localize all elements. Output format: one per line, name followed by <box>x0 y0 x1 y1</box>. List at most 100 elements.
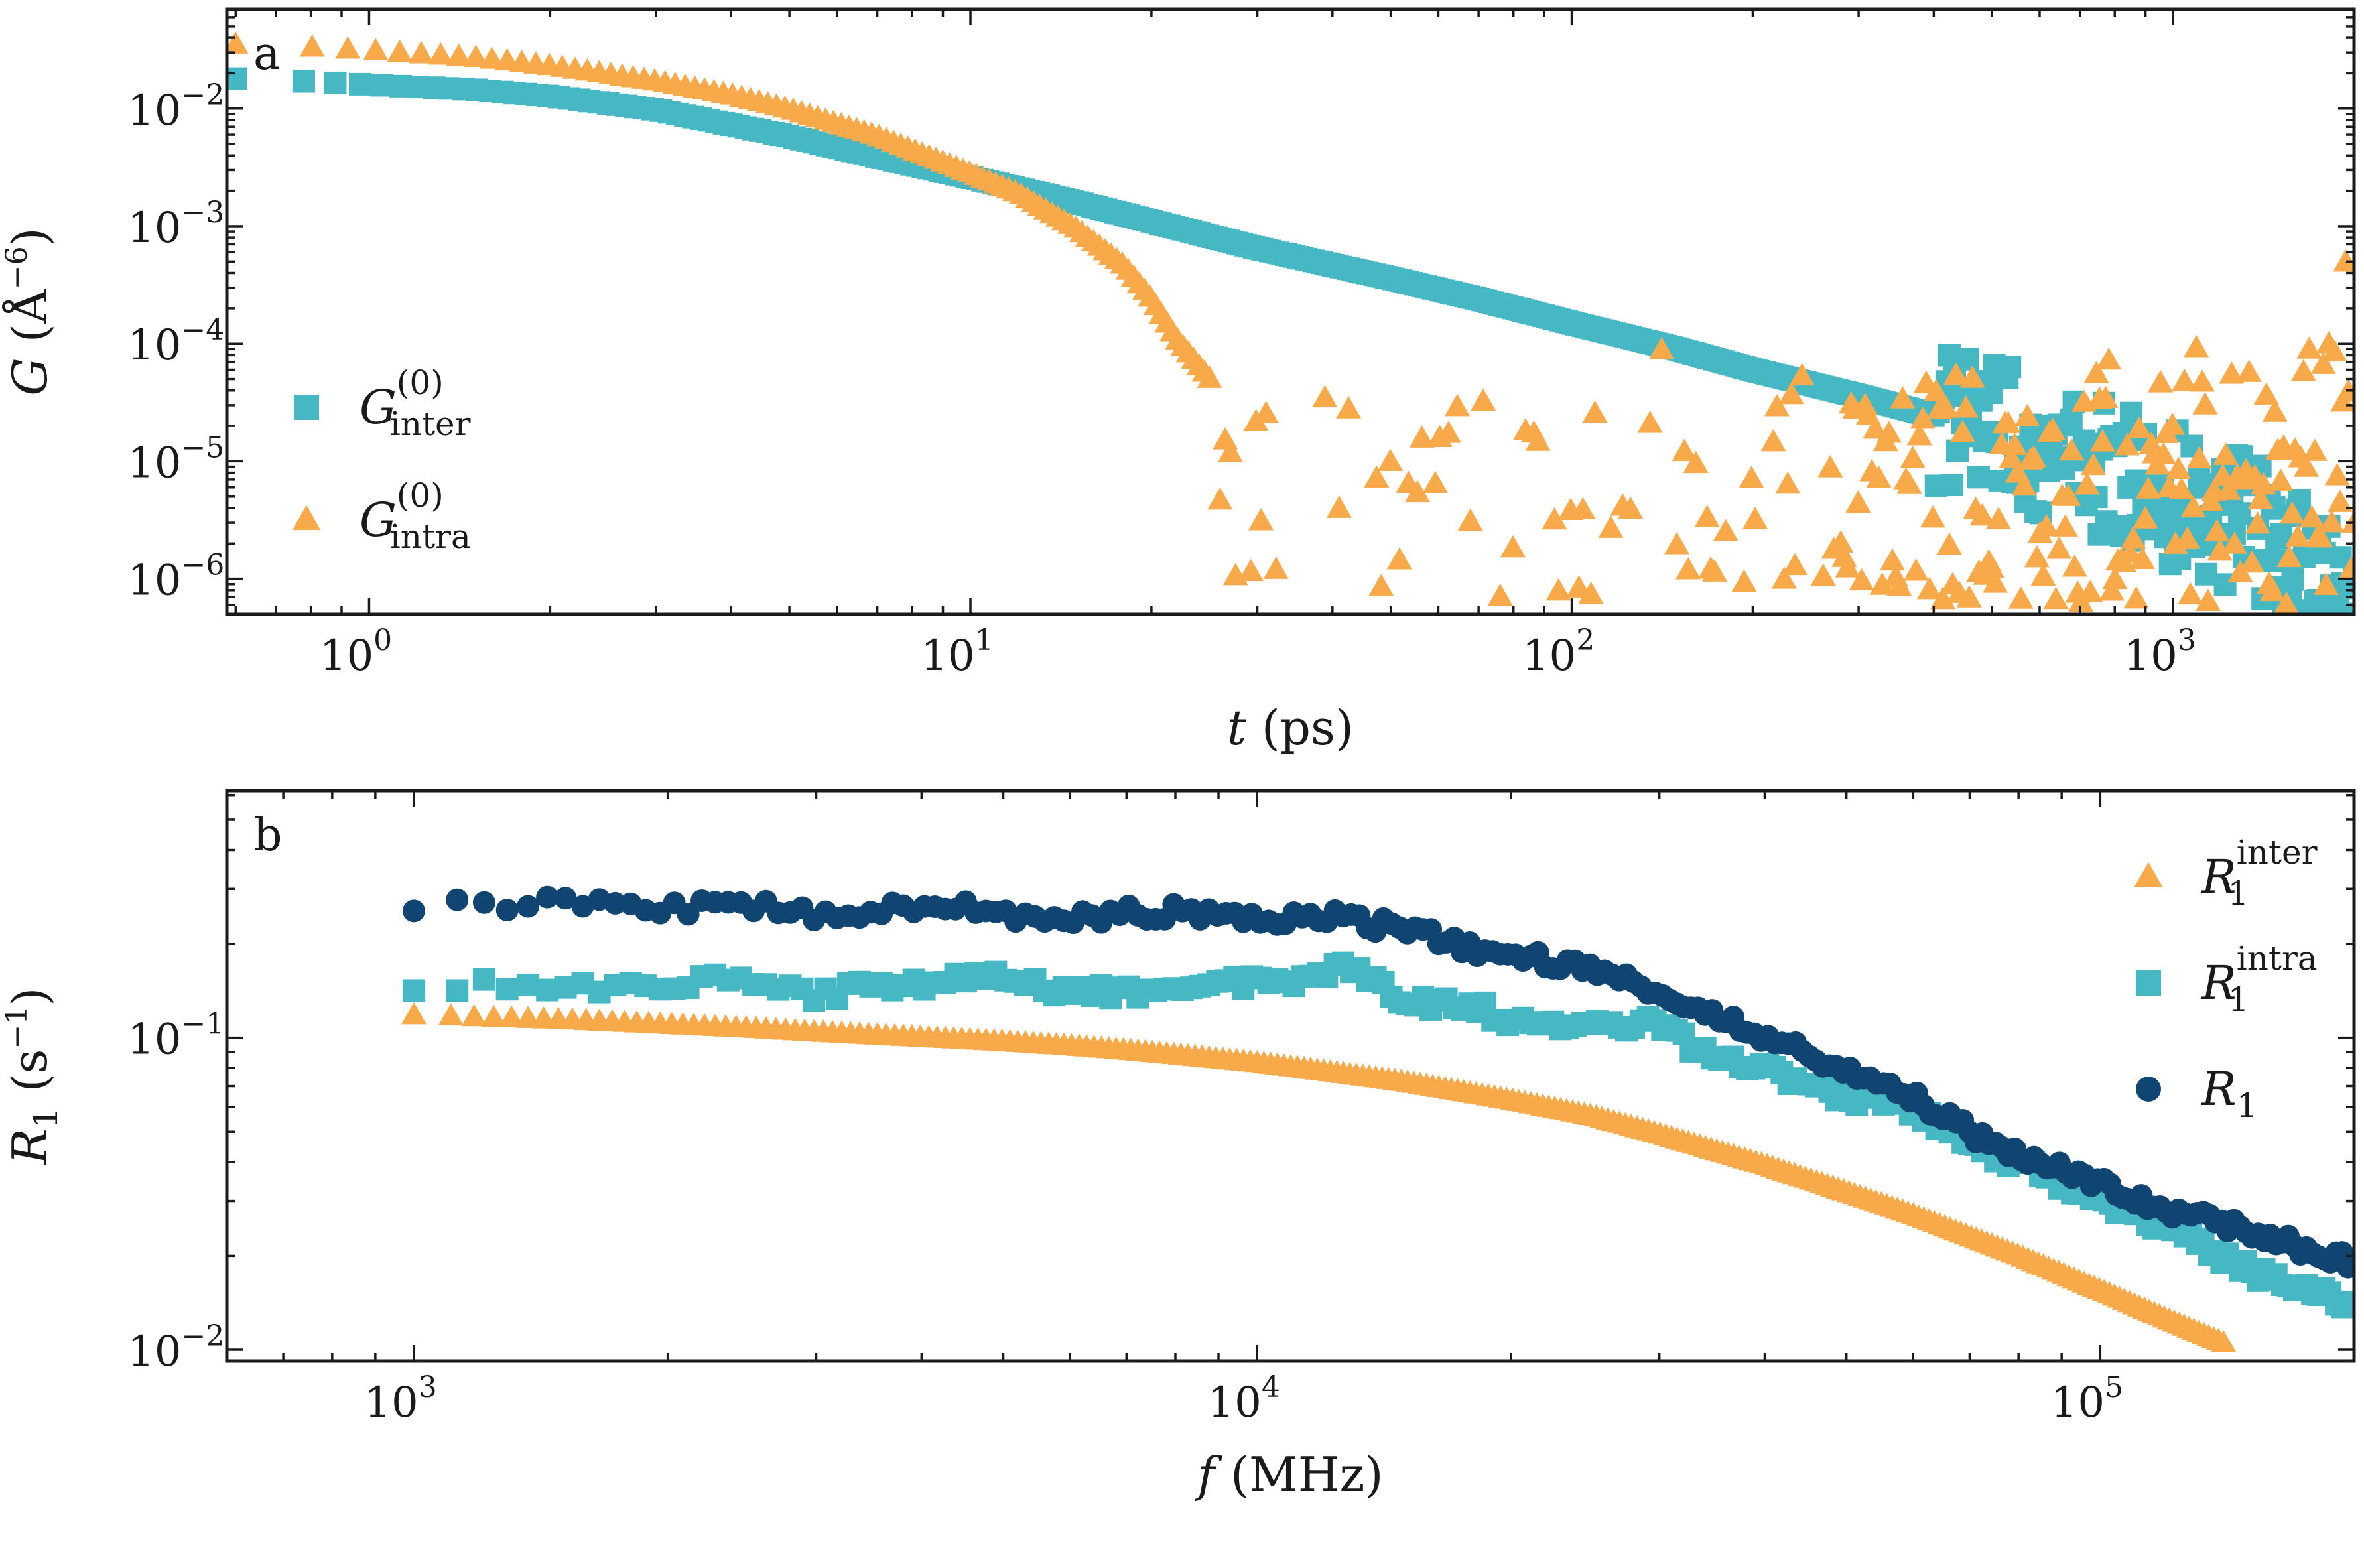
data-point <box>1500 535 1526 558</box>
x-tick-label: 105 <box>2051 1370 2123 1427</box>
data-point <box>1810 563 1836 586</box>
data-point <box>1637 410 1663 433</box>
legend-marker-triangle <box>2134 862 2163 887</box>
y-tick-base: 10 <box>127 1327 181 1376</box>
x-tick-base: 10 <box>1522 631 1576 681</box>
data-point <box>292 70 315 93</box>
data-point <box>2168 477 2194 499</box>
data-point <box>2333 249 2354 272</box>
y-tick-exp: −3 <box>181 196 224 229</box>
legend-sup: intra <box>2237 939 2318 978</box>
data-point <box>1953 395 1979 418</box>
y-axis-var: R <box>2 1128 58 1165</box>
data-point <box>2123 586 2149 609</box>
data-point <box>1969 503 1995 526</box>
data-point <box>1789 363 1815 386</box>
x-tick-label: 104 <box>1207 1370 1280 1427</box>
data-point <box>2295 616 2318 638</box>
data-point <box>1933 395 1959 418</box>
data-point <box>472 891 495 914</box>
data-point <box>2030 563 2056 586</box>
y-axis-unit-exp: −6 <box>0 246 34 289</box>
data-point <box>1985 507 2011 529</box>
data-point <box>2172 369 2198 391</box>
data-point <box>1940 474 1963 497</box>
data-point <box>1487 583 1513 606</box>
x-tick-exp: 4 <box>1262 1370 1280 1404</box>
data-point <box>461 1004 487 1027</box>
data-point <box>1701 559 1727 582</box>
data-point <box>1910 406 1936 429</box>
data-point <box>495 978 519 1001</box>
x-tick-label: 103 <box>364 1370 436 1427</box>
data-point <box>1312 385 1338 408</box>
data-point <box>438 1003 464 1026</box>
data-point <box>446 43 472 66</box>
y-tick-label: 10−2 <box>127 1319 224 1376</box>
data-point <box>403 979 426 1002</box>
data-point <box>1386 547 1412 570</box>
data-point <box>1923 379 1949 401</box>
data-point <box>2034 513 2060 537</box>
data-point <box>403 899 426 923</box>
data-point <box>1949 420 1975 442</box>
legend-entry-(0): G(0) intra <box>360 476 471 556</box>
x-tick-base: 10 <box>2123 631 2177 681</box>
data-point <box>1943 362 1969 385</box>
data-point <box>1983 570 2008 593</box>
y-tick-base: 10 <box>127 556 181 606</box>
data-point <box>1863 416 1888 439</box>
data-point <box>2211 1329 2237 1352</box>
data-point <box>1828 530 1854 553</box>
y-tick-exp: −4 <box>181 313 224 347</box>
panel-label: a <box>253 28 281 80</box>
data-point <box>1648 336 1675 359</box>
data-point <box>1930 586 1956 610</box>
data-point <box>2253 382 2279 405</box>
data-point <box>1876 420 1902 443</box>
x-axis-label: f (MHz) <box>1194 1447 1383 1502</box>
data-point <box>2279 501 2305 524</box>
legend-entry-intra: Rintra 1 <box>2200 939 2318 1019</box>
data-point <box>2313 572 2339 595</box>
data-point <box>2324 463 2350 486</box>
data-point <box>481 1004 507 1027</box>
y-tick-base: 10 <box>127 86 181 135</box>
y-tick-exp: −2 <box>181 1319 224 1353</box>
data-point <box>324 71 347 94</box>
legend-sub: 1 <box>2237 1086 2258 1125</box>
data-point <box>2008 586 2034 609</box>
legend-sup: (0) <box>397 476 444 515</box>
axes-frame <box>225 789 2356 1363</box>
legend-sub: inter <box>390 405 471 443</box>
x-axis-var: t <box>1227 700 1247 755</box>
data-point <box>2276 545 2302 568</box>
data-point <box>2300 618 2322 641</box>
legend-main: R <box>2200 1062 2237 1116</box>
data-point <box>2274 591 2300 614</box>
legend-marker-triangle <box>292 505 321 531</box>
data-point <box>446 979 469 1002</box>
data-point <box>2207 538 2233 561</box>
data-point <box>387 39 413 62</box>
legend-entry-1: R1 <box>2200 1062 2258 1125</box>
data-point <box>2160 412 2186 435</box>
data-point <box>428 42 454 65</box>
legend-marker-circle <box>2136 1077 2161 1102</box>
data-point <box>1618 496 1644 519</box>
data-point <box>2024 545 2050 568</box>
data-point <box>499 1005 525 1028</box>
data-point <box>472 968 495 991</box>
data-point <box>1979 556 2005 578</box>
series-1-inter <box>401 1002 2237 1352</box>
data-point <box>1890 386 1916 409</box>
data-point <box>2219 361 2245 384</box>
data-point <box>515 1006 541 1028</box>
y-tick-base: 10 <box>127 204 181 253</box>
data-point <box>1217 440 1244 462</box>
data-point <box>2248 486 2274 509</box>
data-point <box>1578 581 1604 604</box>
data-point <box>1760 428 1786 452</box>
y-tick-base: 10 <box>127 321 181 370</box>
